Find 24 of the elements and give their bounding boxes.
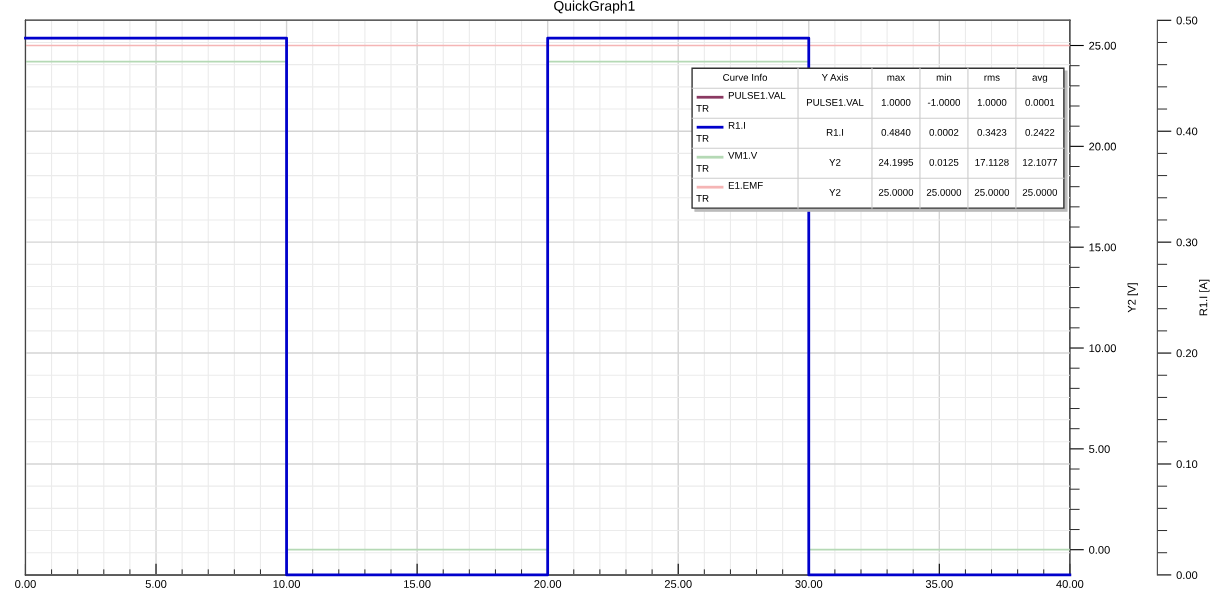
- y2-tick-label: 0.00: [1176, 571, 1198, 580]
- x-tick-label: 30.00: [795, 580, 823, 588]
- y2-tick-label: 0.50: [1176, 16, 1198, 25]
- y-tick-label: 0.00: [1089, 545, 1110, 554]
- y-tick-label: 20.00: [1089, 142, 1116, 151]
- y-tick-label: 10.00: [1089, 344, 1116, 353]
- x-tick-label: 35.00: [925, 580, 953, 588]
- y-axis-title: Y2 [V]: [1127, 283, 1138, 313]
- chart-title: QuickGraph1: [554, 0, 635, 14]
- x-tick-label: 25.00: [664, 580, 692, 588]
- x-tick-label: 15.00: [404, 580, 431, 588]
- y2-axis-title: R1.I [A]: [1199, 279, 1210, 316]
- y-tick-label: 25.00: [1089, 41, 1116, 50]
- y2-tick-label: 0.10: [1176, 460, 1198, 469]
- y2-tick-label: 0.40: [1176, 127, 1198, 136]
- x-tick-label: 5.00: [145, 580, 167, 588]
- x-tick-label: 40.00: [1056, 580, 1084, 588]
- y2-tick-label: 0.20: [1176, 349, 1198, 358]
- y2-tick-label: 0.30: [1176, 238, 1198, 247]
- y-tick-label: 15.00: [1089, 243, 1116, 252]
- y-tick-label: 5.00: [1089, 445, 1110, 453]
- x-tick-label: 20.00: [534, 580, 562, 588]
- x-tick-label: 0.00: [15, 580, 36, 588]
- x-tick-label: 10.00: [273, 580, 301, 588]
